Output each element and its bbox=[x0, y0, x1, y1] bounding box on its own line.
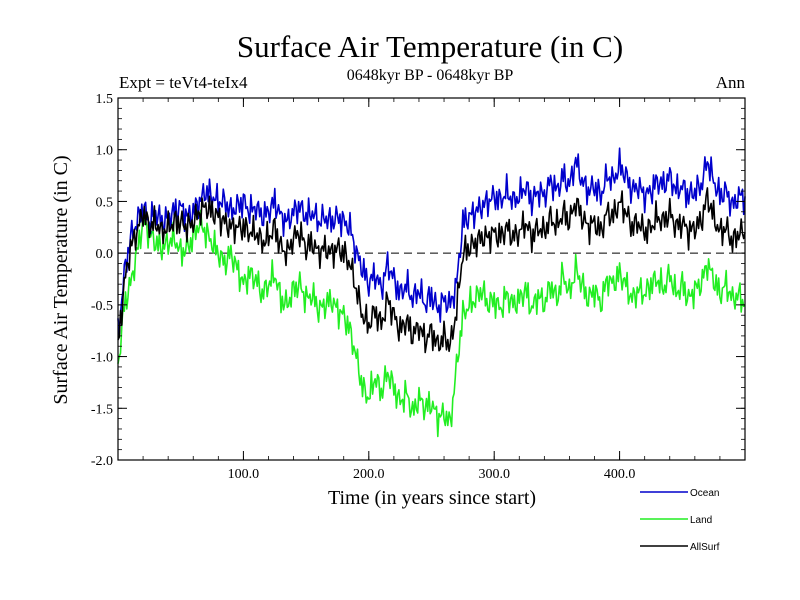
y-tick-label: 1.5 bbox=[96, 92, 114, 107]
season-label: Ann bbox=[716, 73, 746, 92]
y-tick-label: -1.5 bbox=[91, 402, 113, 417]
x-axis-label: Time (in years since start) bbox=[328, 487, 536, 509]
x-tick-label: 400.0 bbox=[604, 467, 636, 482]
legend-label-ocean: Ocean bbox=[690, 488, 719, 499]
plot-area bbox=[117, 147, 746, 438]
axes: -2.0 -1.5 -1.0 -0.5 0.0 0.5 1.0 1.5 100.0 200.0 30… bbox=[91, 92, 746, 482]
y-axis-label: Surface Air Temperature (in C) bbox=[50, 155, 72, 404]
y-tick-label: 0.5 bbox=[96, 195, 114, 210]
experiment-label: Expt = teVt4-teIx4 bbox=[119, 73, 248, 92]
series-line-allsurf bbox=[117, 187, 746, 354]
legend-label-land: Land bbox=[690, 515, 712, 526]
legend: Ocean Land AllSurf bbox=[640, 488, 720, 553]
chart-subtitle: 0648kyr BP - 0648kyr BP bbox=[347, 67, 514, 84]
plot-frame bbox=[117, 97, 746, 461]
x-tick-label: 100.0 bbox=[228, 467, 260, 482]
y-tick-label: -2.0 bbox=[91, 454, 113, 469]
y-tick-label: -0.5 bbox=[91, 299, 113, 314]
y-tick-label: -1.0 bbox=[91, 351, 113, 366]
x-tick-label: 200.0 bbox=[353, 467, 385, 482]
y-tick-label: 1.0 bbox=[96, 144, 114, 159]
y-tick-label: 0.0 bbox=[96, 247, 114, 262]
legend-label-allsurf: AllSurf bbox=[690, 542, 720, 553]
chart-title: Surface Air Temperature (in C) bbox=[237, 29, 623, 64]
series-line-ocean bbox=[117, 147, 746, 336]
series-line-land bbox=[117, 209, 746, 438]
x-tick-label: 300.0 bbox=[478, 467, 510, 482]
